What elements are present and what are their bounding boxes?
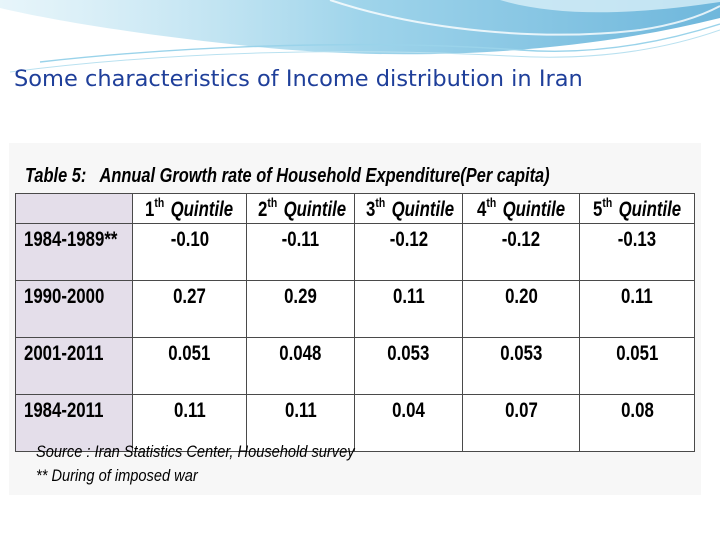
- row-period-label: 1990-2000: [15, 280, 133, 338]
- table-row: 2001-2011 0.051 0.048 0.053 0.053 0.051: [15, 337, 695, 395]
- table-cell: 0.053: [462, 337, 580, 395]
- table-cell: 0.08: [579, 394, 695, 452]
- table-cell: 0.11: [354, 280, 463, 338]
- table-cell: -0.10: [132, 223, 247, 281]
- table-number-label: Table 5:: [25, 165, 87, 187]
- table-cell: 0.07: [462, 394, 580, 452]
- table-cell: 0.051: [579, 337, 695, 395]
- column-header-quintile-3: 3th Quintile: [354, 193, 463, 224]
- table-cell: 0.053: [354, 337, 463, 395]
- table-caption: Table 5: Annual Growth rate of Household …: [25, 165, 550, 188]
- table-cell: 0.051: [132, 337, 247, 395]
- table-cell: 0.29: [246, 280, 355, 338]
- table-cell: 0.048: [246, 337, 355, 395]
- table-row: 1984-2011 0.11 0.11 0.04 0.07 0.08: [15, 394, 695, 452]
- table-title: Annual Growth rate of Household Expendit…: [99, 165, 550, 187]
- table-cell: -0.11: [246, 223, 355, 281]
- table-cell: 0.27: [132, 280, 247, 338]
- growth-rate-table: 1th Quintile 2th Quintile 3th Quintile 4th Q…: [15, 193, 695, 452]
- war-footnote: ** During of imposed war: [36, 466, 198, 485]
- table-row: 1990-2000 0.27 0.29 0.11 0.20 0.11: [15, 280, 695, 338]
- column-header-quintile-2: 2th Quintile: [246, 193, 355, 224]
- table-cell: -0.12: [462, 223, 580, 281]
- table-row: 1984-1989** -0.10 -0.11 -0.12 -0.12 -0.1…: [15, 223, 695, 281]
- table-cell: 0.11: [579, 280, 695, 338]
- table-corner-cell: [15, 193, 133, 224]
- table-cell: -0.13: [579, 223, 695, 281]
- column-header-quintile-4: 4th Quintile: [462, 193, 580, 224]
- column-header-quintile-5: 5th Quintile: [579, 193, 695, 224]
- slide-title: Some characteristics of Income distribut…: [14, 66, 583, 92]
- table-header-row: 1th Quintile 2th Quintile 3th Quintile 4th Q…: [15, 193, 695, 224]
- source-footnote: Source : Iran Statistics Center, Househo…: [36, 442, 355, 461]
- header-swoosh-decoration: [0, 0, 720, 73]
- table-cell: 0.20: [462, 280, 580, 338]
- table-cell: -0.12: [354, 223, 463, 281]
- table-cell: 0.11: [246, 394, 355, 452]
- row-period-label: 1984-1989**: [15, 223, 133, 281]
- row-period-label: 2001-2011: [15, 337, 133, 395]
- table-cell: 0.11: [132, 394, 247, 452]
- column-header-quintile-1: 1th Quintile: [132, 193, 247, 224]
- table-cell: 0.04: [354, 394, 463, 452]
